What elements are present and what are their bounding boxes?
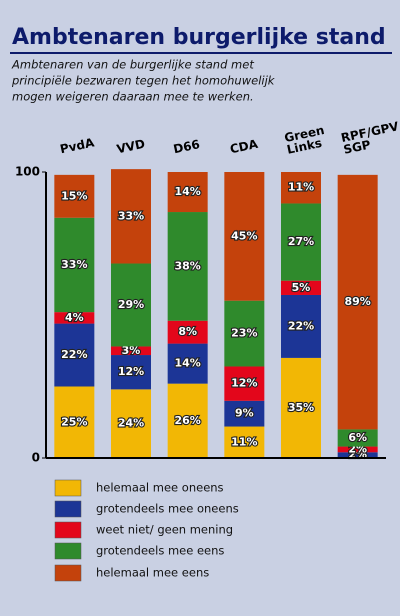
value-label: 5%: [292, 281, 311, 294]
chart-title: Ambtenaren burgerlijke stand: [12, 25, 386, 50]
bar-segment: [54, 323, 95, 387]
value-label: 22%: [288, 319, 314, 332]
value-label: 24%: [118, 417, 144, 430]
bar-segment: [337, 452, 378, 458]
bar-segment: [111, 355, 151, 390]
legend-swatch: [54, 542, 82, 560]
value-label: 12%: [231, 377, 257, 390]
bar-segment: [337, 446, 378, 453]
subtitle: Ambtenaren van de burgerlijke stand met: [11, 58, 254, 72]
value-label: 27%: [288, 235, 314, 248]
bar-segment: [54, 312, 95, 324]
value-label: 33%: [118, 209, 144, 222]
value-label: 33%: [61, 258, 87, 271]
bar-segment: [281, 203, 321, 281]
bar-segment: [281, 357, 321, 458]
bar-segment: [224, 400, 265, 427]
bar-segment: [167, 343, 208, 384]
bar-segment: [111, 389, 151, 458]
value-label: 23%: [231, 327, 257, 340]
bar-segment: [54, 174, 95, 218]
value-label: 22%: [61, 348, 87, 361]
legend-label: grotendeels mee oneens: [96, 502, 239, 516]
subtitle: mogen weigeren daaraan mee te werken.: [12, 90, 254, 104]
bar-segment: [111, 263, 151, 347]
bar-segment: [337, 174, 378, 430]
bar-segment: [111, 346, 151, 356]
value-label: 35%: [288, 401, 314, 414]
x-tick-label: D66: [172, 137, 201, 156]
bar-segment: [281, 294, 321, 358]
bar-segment: [167, 172, 208, 213]
value-label: 8%: [178, 325, 197, 338]
value-label: 14%: [174, 185, 200, 198]
legend-swatch: [54, 500, 82, 518]
bar-segment: [54, 217, 95, 313]
value-label: 29%: [118, 298, 144, 311]
x-tick-label: VVD: [115, 137, 146, 157]
value-label: 12%: [118, 365, 144, 378]
value-label: 26%: [174, 414, 200, 427]
legend-label: weet niet/ geen mening: [96, 523, 233, 537]
bar-segment: [281, 172, 321, 204]
y-tick-label: 100: [15, 165, 40, 179]
bar-segment: [167, 383, 208, 458]
legend-label: helemaal mee oneens: [96, 481, 224, 495]
x-tick-label: CDA: [229, 137, 260, 157]
bar-segment: [167, 212, 208, 321]
value-label: 15%: [61, 189, 87, 202]
bar-segment: [224, 172, 265, 301]
bar-segment: [281, 280, 321, 295]
value-label: 89%: [344, 295, 370, 308]
legend-label: grotendeels mee eens: [96, 544, 224, 558]
y-tick-label: 0: [32, 451, 40, 465]
value-label: 25%: [61, 415, 87, 428]
legend-swatch: [54, 521, 82, 539]
bar-segment: [337, 429, 378, 447]
bar-segment: [224, 300, 265, 367]
legend-label: helemaal mee eens: [96, 566, 209, 580]
value-label: 11%: [231, 435, 257, 448]
value-label: 6%: [348, 431, 367, 444]
legend-swatch: [54, 564, 82, 582]
bar-segment: [54, 386, 95, 458]
value-label: 14%: [174, 357, 200, 370]
bar-segment: [167, 320, 208, 344]
value-label: 38%: [174, 259, 200, 272]
bar-segment: [224, 426, 265, 458]
subtitle: principiële bezwaren tegen het homohuwel…: [11, 74, 276, 88]
value-label: 11%: [288, 181, 314, 194]
value-label: 45%: [231, 229, 257, 242]
bar-segment: [224, 366, 265, 401]
legend-swatch: [54, 479, 82, 497]
value-label: 4%: [65, 311, 84, 324]
bar-segment: [111, 169, 151, 264]
value-label: 9%: [235, 407, 254, 420]
